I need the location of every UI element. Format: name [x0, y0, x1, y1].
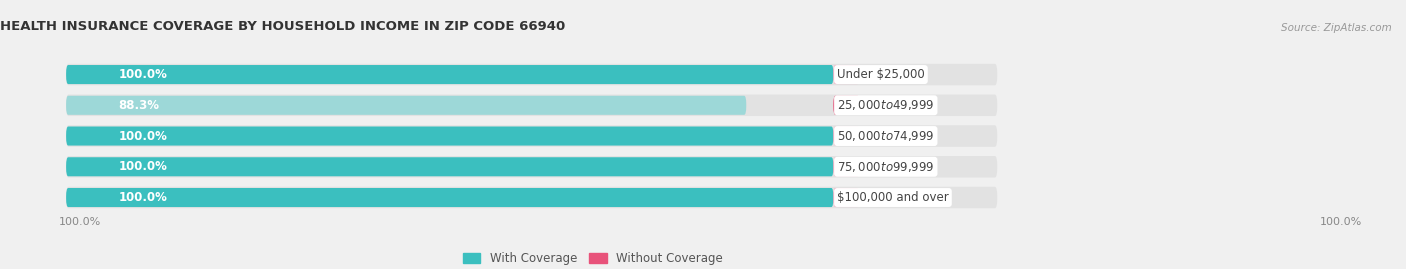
FancyBboxPatch shape [834, 157, 859, 176]
Text: $75,000 to $99,999: $75,000 to $99,999 [837, 160, 935, 174]
Text: 0.0%: 0.0% [875, 130, 904, 143]
FancyBboxPatch shape [66, 64, 997, 85]
Legend: With Coverage, Without Coverage: With Coverage, Without Coverage [458, 247, 728, 269]
FancyBboxPatch shape [66, 157, 834, 176]
Text: 0.0%: 0.0% [875, 160, 904, 173]
Text: 88.3%: 88.3% [118, 99, 159, 112]
Text: $25,000 to $49,999: $25,000 to $49,999 [837, 98, 935, 112]
FancyBboxPatch shape [834, 65, 859, 84]
FancyBboxPatch shape [66, 94, 997, 116]
FancyBboxPatch shape [834, 126, 859, 146]
FancyBboxPatch shape [834, 96, 859, 115]
Text: Under $25,000: Under $25,000 [837, 68, 925, 81]
FancyBboxPatch shape [66, 156, 997, 178]
Text: 100.0%: 100.0% [118, 160, 167, 173]
FancyBboxPatch shape [66, 126, 834, 146]
FancyBboxPatch shape [66, 187, 997, 208]
Text: Source: ZipAtlas.com: Source: ZipAtlas.com [1281, 23, 1392, 33]
FancyBboxPatch shape [66, 96, 747, 115]
Text: 0.0%: 0.0% [875, 191, 904, 204]
FancyBboxPatch shape [66, 125, 997, 147]
FancyBboxPatch shape [66, 188, 834, 207]
Text: 0.0%: 0.0% [875, 68, 904, 81]
Text: $50,000 to $74,999: $50,000 to $74,999 [837, 129, 935, 143]
Text: HEALTH INSURANCE COVERAGE BY HOUSEHOLD INCOME IN ZIP CODE 66940: HEALTH INSURANCE COVERAGE BY HOUSEHOLD I… [0, 20, 565, 33]
Text: $100,000 and over: $100,000 and over [837, 191, 949, 204]
Text: 100.0%: 100.0% [118, 191, 167, 204]
Text: 100.0%: 100.0% [118, 68, 167, 81]
Text: 100.0%: 100.0% [1320, 217, 1362, 226]
Text: 100.0%: 100.0% [59, 217, 101, 226]
Text: 11.7%: 11.7% [875, 99, 911, 112]
FancyBboxPatch shape [834, 188, 859, 207]
Text: 100.0%: 100.0% [118, 130, 167, 143]
FancyBboxPatch shape [66, 65, 834, 84]
